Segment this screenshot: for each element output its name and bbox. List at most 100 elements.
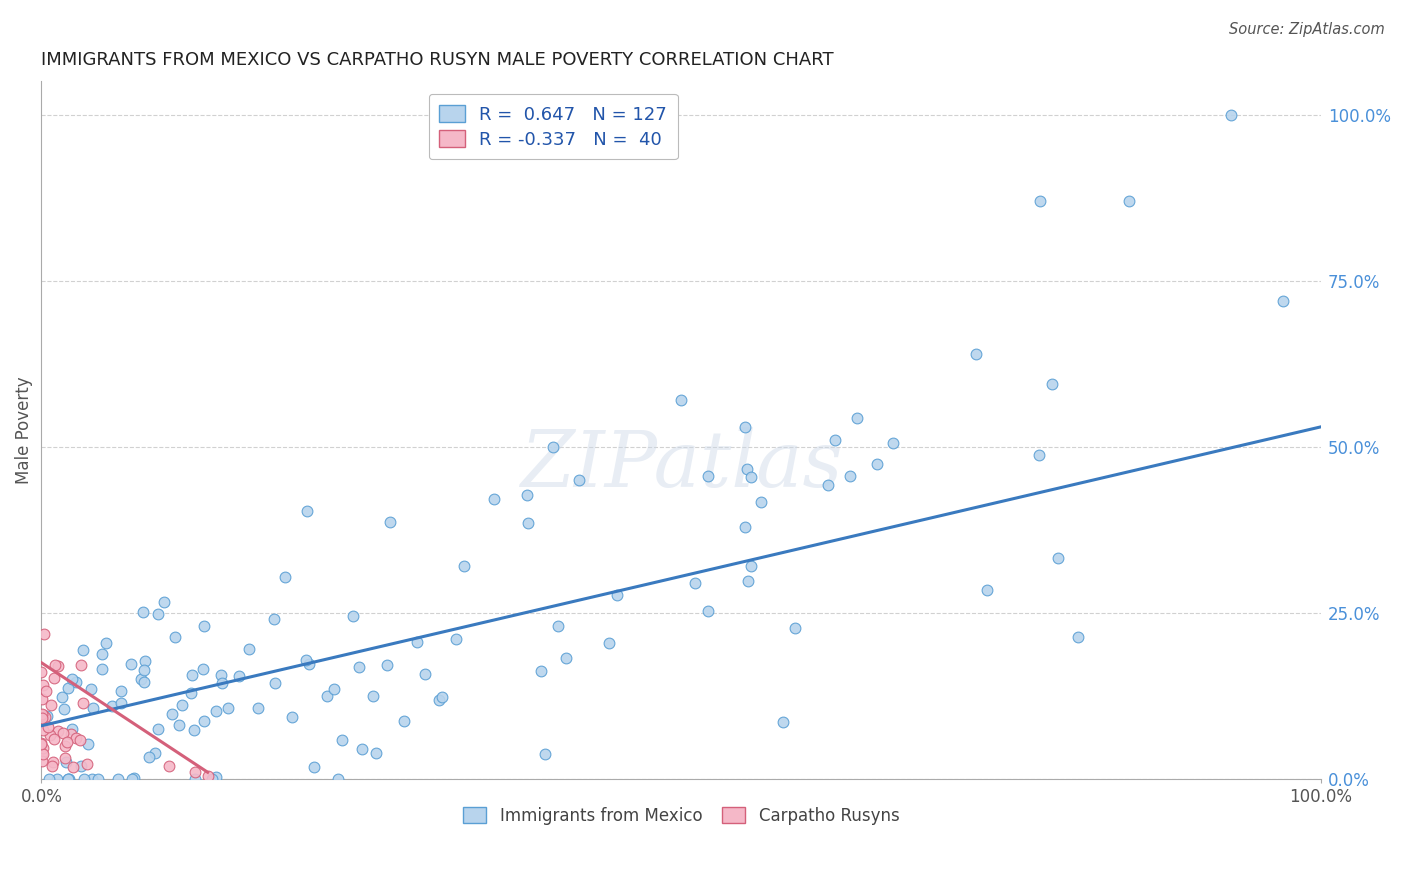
Point (217, 701, 239, 715)
Point (568, 473, 591, 487)
Point (48, 658, 70, 673)
Point (124, 771, 146, 785)
Point (132, 605, 155, 619)
Point (53, 739, 76, 754)
Point (60, 672, 83, 686)
Point (51, 690, 73, 705)
Point (683, 576, 706, 591)
Point (534, 747, 557, 762)
Point (298, 657, 321, 672)
Point (80, 681, 103, 696)
Point (375, 657, 398, 672)
Point (35, 709, 58, 723)
Point (205, 704, 228, 718)
Point (1067, 630, 1090, 644)
Point (516, 488, 538, 502)
Point (361, 690, 384, 704)
Point (1220, 107, 1243, 121)
Point (34, 710, 56, 724)
Point (167, 718, 190, 732)
Point (184, 765, 207, 780)
Point (882, 435, 904, 450)
Point (342, 609, 364, 624)
Point (183, 723, 205, 738)
Point (107, 772, 129, 786)
Point (31, 740, 53, 755)
Point (31, 755, 53, 769)
Point (31, 691, 53, 706)
Point (444, 632, 467, 646)
Point (1028, 448, 1050, 462)
Point (38, 772, 60, 786)
Point (976, 582, 998, 597)
Point (598, 636, 620, 650)
Point (263, 612, 285, 626)
Point (817, 478, 839, 492)
Point (183, 772, 205, 786)
Point (273, 570, 295, 584)
Point (453, 558, 475, 573)
Point (60, 722, 83, 736)
Point (31, 723, 53, 737)
Point (427, 693, 450, 707)
Point (1040, 377, 1063, 392)
Point (31, 678, 53, 692)
Point (315, 689, 337, 703)
Point (865, 457, 887, 471)
Point (134, 654, 156, 668)
Point (82, 772, 104, 786)
Point (76, 756, 98, 771)
Point (38, 727, 60, 741)
Point (148, 722, 170, 736)
Point (294, 653, 316, 667)
Point (392, 714, 415, 728)
Point (42, 731, 65, 746)
Point (42, 671, 65, 685)
Point (65, 675, 87, 690)
Point (110, 696, 132, 710)
Point (32, 747, 55, 761)
Point (246, 701, 269, 715)
Point (65, 731, 87, 745)
Point (148, 607, 170, 621)
Point (56, 681, 79, 695)
Point (35, 684, 58, 698)
Point (211, 676, 233, 690)
Point (734, 419, 756, 434)
Point (735, 461, 758, 475)
Point (413, 667, 436, 681)
Point (53, 751, 76, 765)
Point (209, 668, 232, 682)
Point (82, 700, 104, 714)
Point (120, 657, 142, 671)
Point (204, 770, 226, 784)
Point (965, 347, 987, 361)
Point (302, 760, 325, 774)
Point (42, 755, 65, 769)
Point (1028, 194, 1050, 208)
Point (52, 726, 75, 740)
Point (73, 772, 96, 786)
Point (352, 742, 374, 756)
Point (838, 468, 860, 483)
Point (153, 595, 176, 609)
Point (32, 627, 55, 641)
Point (696, 604, 718, 618)
Point (138, 749, 160, 764)
Point (31, 711, 53, 725)
Point (193, 619, 215, 633)
Point (56, 734, 79, 748)
Point (824, 433, 846, 447)
Point (547, 619, 569, 633)
Point (165, 630, 187, 644)
Point (39, 698, 62, 713)
Point (56, 772, 79, 786)
Point (530, 664, 553, 678)
Point (31, 708, 53, 723)
Point (263, 675, 285, 690)
Point (347, 659, 370, 673)
Point (785, 621, 807, 635)
Point (554, 651, 576, 665)
Point (110, 684, 132, 698)
Point (31, 706, 53, 721)
